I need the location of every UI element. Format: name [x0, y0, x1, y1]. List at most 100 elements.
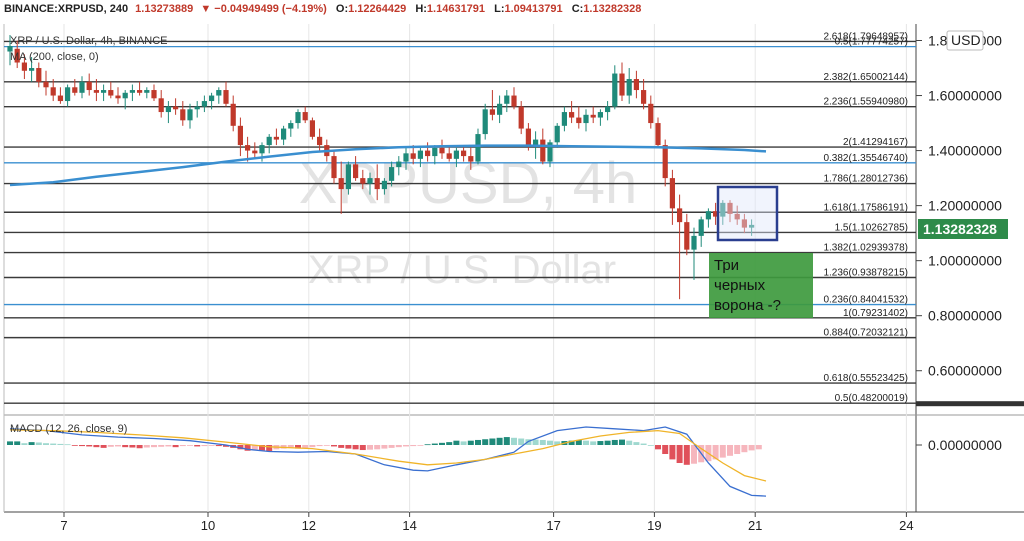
fib-level-label: 0.236(0.84041532) [823, 295, 908, 306]
last-price-badge: 1.13282328 [918, 219, 1008, 239]
macd-histogram-bar [158, 445, 165, 447]
candle-body [619, 73, 625, 96]
candle-body [439, 147, 445, 154]
macd-histogram-bar [403, 445, 409, 447]
candle-body [50, 87, 56, 96]
x-tick-label: 10 [201, 518, 215, 533]
macd-histogram-bar [719, 445, 726, 458]
candle-body [165, 106, 171, 113]
candle-body [648, 103, 654, 124]
fib-level-label: 0.884(0.72032121) [823, 328, 908, 339]
y-tick-label: 0.80000000 [928, 308, 1002, 324]
macd-histogram-bar [640, 443, 647, 445]
macd-histogram-bar [201, 445, 208, 447]
macd-histogram-bar [187, 445, 193, 446]
candle-body [432, 147, 438, 157]
macd-histogram-bar [331, 445, 337, 447]
macd-histogram-bar [518, 438, 525, 445]
candle-body [266, 136, 272, 146]
x-tick-label: 14 [402, 518, 416, 533]
candle-body [626, 79, 632, 96]
macd-histogram-bar [57, 443, 64, 445]
ma-200-line [9, 144, 767, 187]
candle-body [216, 90, 222, 96]
macd-histogram-bar [251, 445, 258, 450]
candle-body [684, 222, 690, 250]
candle-body [633, 79, 639, 91]
currency-label: USD [951, 32, 981, 48]
macd-histogram-bar [453, 440, 460, 445]
candle-body [734, 213, 740, 220]
candle-body [461, 150, 467, 157]
candle-body [101, 90, 107, 93]
header-high: 1.14631791 [427, 3, 485, 15]
candle-body [86, 81, 92, 91]
candle-body [590, 114, 596, 118]
header-high-label: H: [415, 3, 427, 15]
macd-histogram-bar [266, 445, 273, 452]
candle-body [331, 156, 337, 179]
header-close: 1.13282328 [583, 3, 641, 15]
header-open-label: O: [336, 3, 348, 15]
macd-histogram-bar [748, 445, 755, 451]
macd-histogram-bar [35, 442, 42, 445]
annotation-line-3: ворона -? [714, 297, 781, 314]
pattern-highlight-box[interactable] [716, 185, 779, 242]
macd-histogram-bar [7, 441, 13, 445]
candlesticks [7, 35, 755, 300]
fib-level-label: 0.5(1.77774257) [835, 37, 908, 48]
macd-histogram-bar [691, 445, 697, 464]
macd-histogram-bar [165, 445, 172, 447]
candle-body [547, 142, 553, 162]
candle-body [194, 106, 200, 110]
candle-body [727, 202, 733, 214]
candle-body [223, 90, 229, 104]
candle-body [741, 219, 747, 228]
header-low-label: L: [494, 3, 504, 15]
macd-histogram-bar [424, 444, 431, 446]
macd-histogram-bar [14, 441, 21, 445]
candle-body [137, 90, 143, 93]
fib-level-label: 1.5(1.10262785) [835, 222, 908, 233]
candle-body [338, 178, 344, 190]
macd-histogram-bar [215, 445, 222, 447]
candle-body [475, 134, 481, 162]
macd-histogram-bar [496, 437, 503, 445]
candle-body [540, 139, 546, 162]
candle-body [252, 150, 258, 154]
macd-histogram-bar [122, 445, 129, 448]
candle-body [201, 101, 207, 107]
macd-histogram-bar [352, 445, 359, 450]
candle-body [288, 123, 294, 129]
ma-legend: MA (200, close, 0) [10, 51, 99, 63]
candle-body [713, 211, 719, 217]
macd-histogram-bar [669, 445, 676, 460]
macd-histogram-bar [633, 442, 640, 445]
fib-level-label: 0.618(0.55523425) [823, 373, 908, 384]
candle-body [381, 180, 387, 190]
macd-histogram-bar [431, 443, 438, 445]
currency-selector[interactable]: USD [946, 30, 984, 51]
candle-body [705, 211, 711, 220]
macd-histogram-bar [511, 437, 517, 445]
macd-histogram-bar [410, 445, 417, 447]
candle-body [57, 95, 63, 102]
macd-histogram-bar [446, 442, 453, 445]
candle-body [446, 153, 452, 159]
macd-histogram-bar [79, 445, 85, 447]
macd-histogram-bar [611, 439, 618, 445]
price-axis-ticks: 1.800000001.600000001.400000001.20000000… [916, 33, 1002, 379]
candle-body [158, 98, 164, 113]
fib-level-label: 1.618(1.17586191) [823, 202, 908, 213]
fib-level-label: 2(1.41294167) [843, 137, 908, 148]
fib-level-label: 1.786(1.28012736) [823, 174, 908, 185]
header-open: 1.12264429 [348, 3, 406, 15]
candle-body [7, 46, 13, 52]
candle-body [245, 145, 251, 151]
macd-histogram-bar [359, 445, 366, 451]
candle-body [360, 178, 366, 184]
candle-body [209, 95, 215, 102]
macd-histogram-bar [755, 445, 762, 450]
macd-histogram-bar [367, 445, 373, 450]
